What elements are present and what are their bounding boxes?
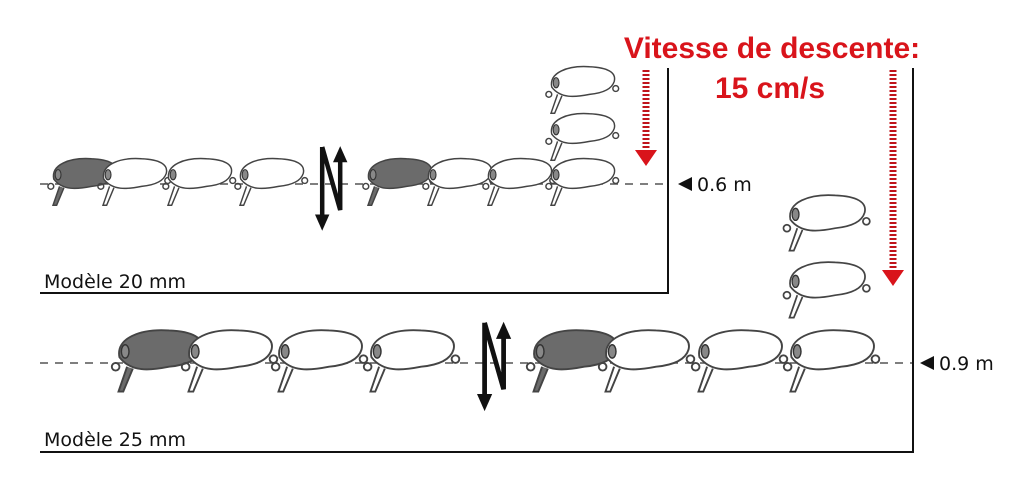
lure-outline [597,329,696,393]
depth-label: 0.9 m [939,353,994,375]
lure-outline [545,65,620,115]
bracket-line [40,68,914,453]
lure-dark [362,157,437,207]
swim-direction-arrow-icon [315,146,347,231]
lure-outline [482,157,557,207]
model-label: Modèle 25 mm [44,429,186,451]
arrow-head-icon [635,150,657,166]
lure-outline [545,157,620,207]
lure-outline [782,261,871,319]
lure-outline [690,329,789,393]
arrow-head-icon [882,270,904,286]
model-25mm-group: Modèle 25 mm 0.9 m [40,68,994,453]
lure-outline [162,157,237,207]
lure-outline [782,194,871,252]
depth-marker-icon [678,177,692,191]
lure-outline [97,157,172,207]
depth-marker-icon [920,356,934,370]
descent-title: Vitesse de descente: [624,32,920,65]
descent-speed: 15 cm/s [715,72,825,105]
depth-label: 0.6 m [697,174,752,196]
lure-outline [362,329,461,393]
lure-outline [782,329,881,393]
bracket-line [40,68,669,294]
model-label: Modèle 20 mm [44,271,186,293]
lure-outline [270,329,369,393]
model-20mm-group: Modèle 20 mm 0.6 m [40,65,752,294]
lure-outline [545,112,620,162]
lure-outline [422,157,497,207]
lure-outline [234,157,309,207]
swim-direction-arrow-icon [477,322,511,411]
lure-outline [180,329,279,393]
